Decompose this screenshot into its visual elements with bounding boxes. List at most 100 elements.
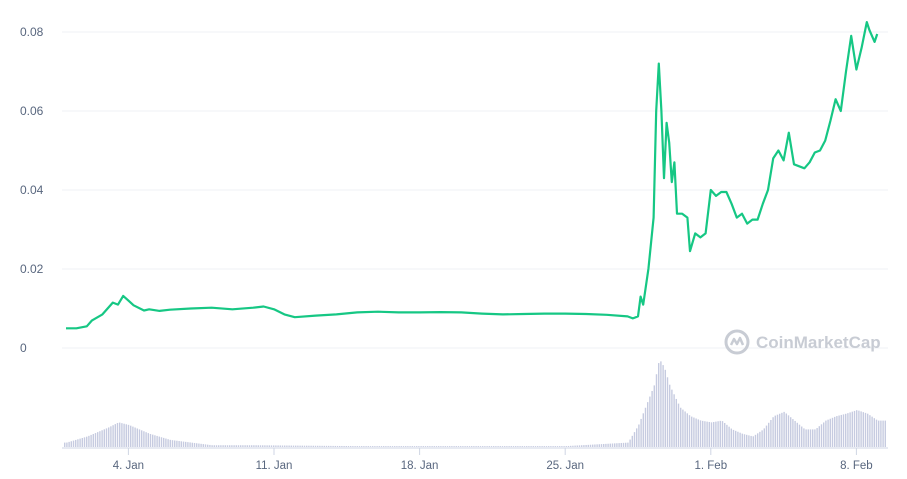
volume-bar	[363, 446, 365, 447]
volume-bar	[174, 440, 176, 447]
volume-bar	[537, 446, 539, 447]
volume-bar	[411, 446, 413, 447]
volume-bar	[732, 429, 735, 447]
volume-bar	[281, 445, 284, 447]
volume-bar	[347, 446, 350, 447]
volume-bar	[796, 422, 798, 447]
volume-bar	[213, 445, 215, 447]
volume-bar	[561, 446, 563, 447]
volume-bar	[746, 434, 748, 447]
volume-bar	[541, 446, 543, 447]
volume-bar	[849, 412, 851, 447]
volume-bar	[248, 445, 251, 447]
y-axis-ticks: 0 0.02 0.04 0.06 0.08	[20, 25, 44, 355]
volume-bar	[468, 446, 471, 447]
volume-bar	[686, 413, 688, 447]
volume-bar	[116, 422, 119, 447]
volume-bar	[526, 446, 528, 447]
volume-bar	[867, 413, 869, 447]
volume-bar	[94, 433, 97, 447]
volume-bar	[708, 421, 710, 447]
volume-bar	[840, 414, 842, 447]
volume-bar	[616, 443, 618, 447]
volume-bar	[829, 418, 831, 447]
volume-bar	[603, 443, 605, 447]
volume-bar	[801, 426, 803, 447]
volume-bar	[398, 446, 400, 447]
volume-bar	[680, 407, 682, 447]
volume-bar	[501, 446, 504, 447]
volume-bar	[820, 424, 823, 447]
volume-bar	[369, 446, 372, 447]
volume-bar	[741, 433, 743, 447]
volume-bar	[295, 445, 297, 447]
volume-bar	[413, 446, 416, 447]
volume-bar	[70, 441, 72, 447]
volume-bar	[160, 437, 163, 447]
volume-bar	[754, 434, 757, 447]
volume-bar	[620, 442, 622, 447]
volume-bar	[257, 445, 259, 447]
volume-bar	[152, 434, 154, 447]
volume-bar	[653, 385, 655, 447]
volume-bar	[424, 446, 427, 447]
volume-bar	[622, 442, 625, 447]
volume-bar	[763, 428, 765, 447]
volume-bar	[572, 445, 574, 447]
volume-bar	[633, 432, 636, 447]
volume-bar	[697, 419, 699, 447]
volume-bar	[495, 446, 497, 447]
volume-bar	[803, 428, 805, 447]
volume-bar	[677, 403, 680, 447]
volume-bar	[132, 426, 134, 447]
volume-bar	[858, 410, 860, 447]
volume-bar	[284, 445, 286, 447]
volume-bar	[211, 445, 213, 447]
volume-bar	[512, 446, 515, 447]
volume-bar	[831, 417, 834, 447]
volume-bar	[765, 425, 768, 447]
volume-bar	[719, 420, 721, 447]
volume-bar	[473, 446, 475, 447]
volume-bar	[658, 363, 660, 447]
volume-bar	[455, 446, 457, 447]
volume-bar	[330, 445, 332, 447]
volume-bar	[391, 446, 394, 447]
volume-bar	[798, 424, 801, 447]
volume-bar	[462, 446, 464, 447]
volume-bar	[336, 445, 339, 447]
volume-bar	[367, 446, 369, 447]
volume-bar	[618, 443, 620, 447]
volume-bar	[301, 445, 303, 447]
volume-bar	[664, 369, 666, 447]
volume-bar	[440, 446, 442, 447]
volume-bar	[464, 446, 466, 447]
volume-bar	[165, 438, 167, 447]
volume-bar	[651, 390, 653, 447]
volume-bar	[156, 435, 158, 447]
volume-bar	[627, 442, 629, 447]
volume-bar	[779, 413, 781, 447]
volume-bar	[631, 435, 633, 447]
volume-bar	[776, 414, 779, 447]
volume-bar	[149, 433, 152, 447]
volume-bar	[332, 445, 334, 447]
volume-bar	[72, 440, 75, 447]
volume-bar	[319, 445, 321, 447]
y-tick-label: 0.04	[20, 183, 44, 197]
volume-bar	[141, 430, 143, 447]
volume-bar	[484, 446, 486, 447]
volume-bar	[666, 377, 669, 447]
volume-bar	[721, 421, 724, 447]
volume-bar	[596, 444, 598, 447]
volume-bar	[757, 433, 759, 447]
volume-bar	[669, 384, 671, 447]
volume-bar	[407, 446, 409, 447]
volume-bar	[768, 422, 770, 447]
volume-bar	[851, 411, 853, 447]
volume-bar	[816, 428, 818, 447]
volume-bar	[521, 446, 523, 447]
volume-bar	[743, 434, 746, 447]
volume-bar	[77, 439, 79, 447]
volume-bar	[345, 446, 347, 447]
